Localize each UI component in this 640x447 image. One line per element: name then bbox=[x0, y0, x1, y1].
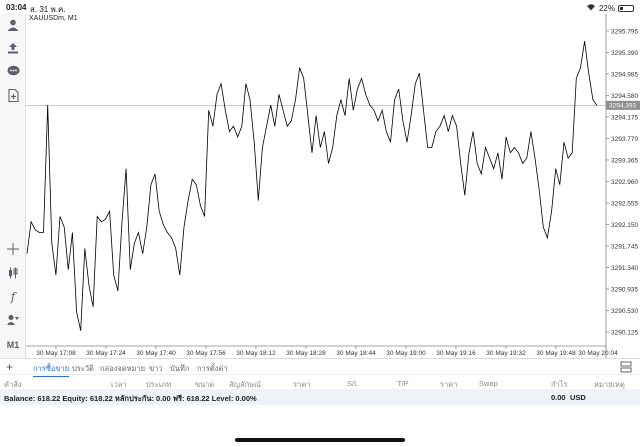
col-type: ประเภท bbox=[146, 380, 172, 389]
y-tick-label: 3292.150 bbox=[611, 222, 638, 229]
x-tick-label: 30 May 17:40 bbox=[136, 350, 176, 357]
tab-history[interactable]: ประวัติ bbox=[72, 364, 94, 373]
status-time: 03:04 bbox=[6, 3, 27, 12]
tab-settings[interactable]: การตั้งค่า bbox=[197, 364, 228, 373]
tab-journal[interactable]: บันทึก bbox=[170, 364, 190, 373]
x-tick-label: 30 May 18:12 bbox=[236, 350, 276, 357]
function-icon[interactable]: f bbox=[10, 290, 16, 304]
y-tick-label: 3290.935 bbox=[611, 287, 638, 294]
col-time: เวลา bbox=[111, 380, 127, 389]
y-tick-label: 3291.745 bbox=[611, 244, 638, 251]
current-price-tag bbox=[606, 100, 640, 110]
orders-table-header: คำสั่ง เวลา ประเภท ขนาด สัญลักษณ์ ราคา S… bbox=[0, 374, 640, 389]
add-icon[interactable]: + bbox=[6, 360, 14, 374]
y-tick-label: 3290.530 bbox=[611, 308, 638, 315]
chat-icon[interactable] bbox=[4, 63, 22, 79]
y-tick-label: 3294.580 bbox=[611, 93, 638, 100]
x-tick-label: 30 May 18:44 bbox=[336, 350, 376, 357]
wifi-icon bbox=[586, 3, 596, 13]
col-price: ราคา bbox=[293, 380, 311, 389]
col-profit: กำไร bbox=[551, 380, 568, 389]
x-tick-label: 30 May 20:04 bbox=[578, 350, 618, 357]
battery-icon bbox=[618, 4, 634, 12]
x-tick-label: 30 May 19:48 bbox=[536, 350, 576, 357]
col-swap: Swap bbox=[479, 379, 498, 388]
x-tick-label: 30 May 19:16 bbox=[436, 350, 476, 357]
candlestick-icon[interactable] bbox=[4, 265, 22, 281]
y-tick-label: 3293.770 bbox=[611, 136, 638, 143]
y-tick-label: 3295.390 bbox=[611, 50, 638, 57]
document-plus-icon[interactable] bbox=[4, 87, 22, 103]
y-tick-label: 3294.985 bbox=[611, 71, 638, 78]
x-tick-label: 30 May 17:08 bbox=[36, 350, 76, 357]
y-tick-label: 3290.125 bbox=[611, 330, 638, 337]
y-tick-label: 3295.795 bbox=[611, 28, 638, 35]
chart-toolbar: f M1 bbox=[0, 14, 26, 358]
tab-trade[interactable]: การซื้อขาย bbox=[33, 363, 70, 377]
timeframe-button[interactable]: M1 bbox=[6, 340, 20, 350]
chart-symbol-label: XAUUSDm, M1 bbox=[29, 15, 78, 22]
balance-row: Balance: 618.22 Equity: 618.22 หลักประกั… bbox=[0, 389, 640, 405]
x-tick-label: 30 May 18:28 bbox=[286, 350, 326, 357]
current-price-label: 3294.393 bbox=[609, 103, 636, 110]
total-currency: USD bbox=[570, 393, 586, 402]
battery-percent: 22% bbox=[598, 3, 615, 13]
y-tick-label: 3294.175 bbox=[611, 114, 638, 121]
objects-icon[interactable] bbox=[4, 312, 22, 328]
x-tick-label: 30 May 17:24 bbox=[86, 350, 126, 357]
x-tick-label: 30 May 17:56 bbox=[186, 350, 226, 357]
home-indicator[interactable] bbox=[235, 438, 405, 442]
col-order: คำสั่ง bbox=[4, 380, 22, 389]
terminal-tabs: + การซื้อขาย ประวัติ กล่องจดหมาย ข่าว บั… bbox=[0, 358, 640, 377]
tab-mailbox[interactable]: กล่องจดหมาย bbox=[100, 364, 146, 373]
balance-summary: Balance: 618.22 Equity: 618.22 หลักประกั… bbox=[4, 394, 257, 403]
price-chart[interactable]: XAUUSDm, M1 3295.795 3295.390 3294.985 3294… bbox=[26, 14, 640, 358]
status-bar: 03:04 ส. 31 พ.ค. 22% bbox=[0, 0, 640, 14]
y-tick-label: 3291.340 bbox=[611, 265, 638, 272]
chart-svg: 3295.795 3295.390 3294.985 3294.580 3294.175… bbox=[26, 14, 640, 358]
tab-news[interactable]: ข่าว bbox=[149, 364, 163, 373]
crosshair-icon[interactable] bbox=[4, 241, 22, 257]
col-sl: S/L bbox=[347, 379, 359, 388]
x-tick-label: 30 May 19:00 bbox=[386, 350, 426, 357]
status-right: 22% bbox=[586, 3, 634, 13]
account-icon[interactable] bbox=[4, 17, 22, 33]
status-date: ส. 31 พ.ค. bbox=[30, 5, 66, 14]
col-symbol: สัญลักษณ์ bbox=[229, 380, 262, 389]
col-comment: หมายเหตุ bbox=[594, 380, 625, 389]
x-tick-label: 30 May 19:32 bbox=[486, 350, 526, 357]
y-tick-label: 3293.365 bbox=[611, 157, 638, 164]
col-volume: ขนาด bbox=[195, 380, 215, 389]
price-series-line bbox=[26, 41, 598, 331]
col-price-current: ราคา bbox=[440, 380, 458, 389]
y-tick-label: 3292.555 bbox=[611, 200, 638, 207]
total-profit: 0.00 bbox=[551, 393, 566, 402]
col-tp: T/P bbox=[397, 379, 409, 388]
layout-toggle-icon[interactable] bbox=[620, 361, 632, 376]
export-icon[interactable] bbox=[4, 40, 22, 56]
y-tick-label: 3292.960 bbox=[611, 179, 638, 186]
